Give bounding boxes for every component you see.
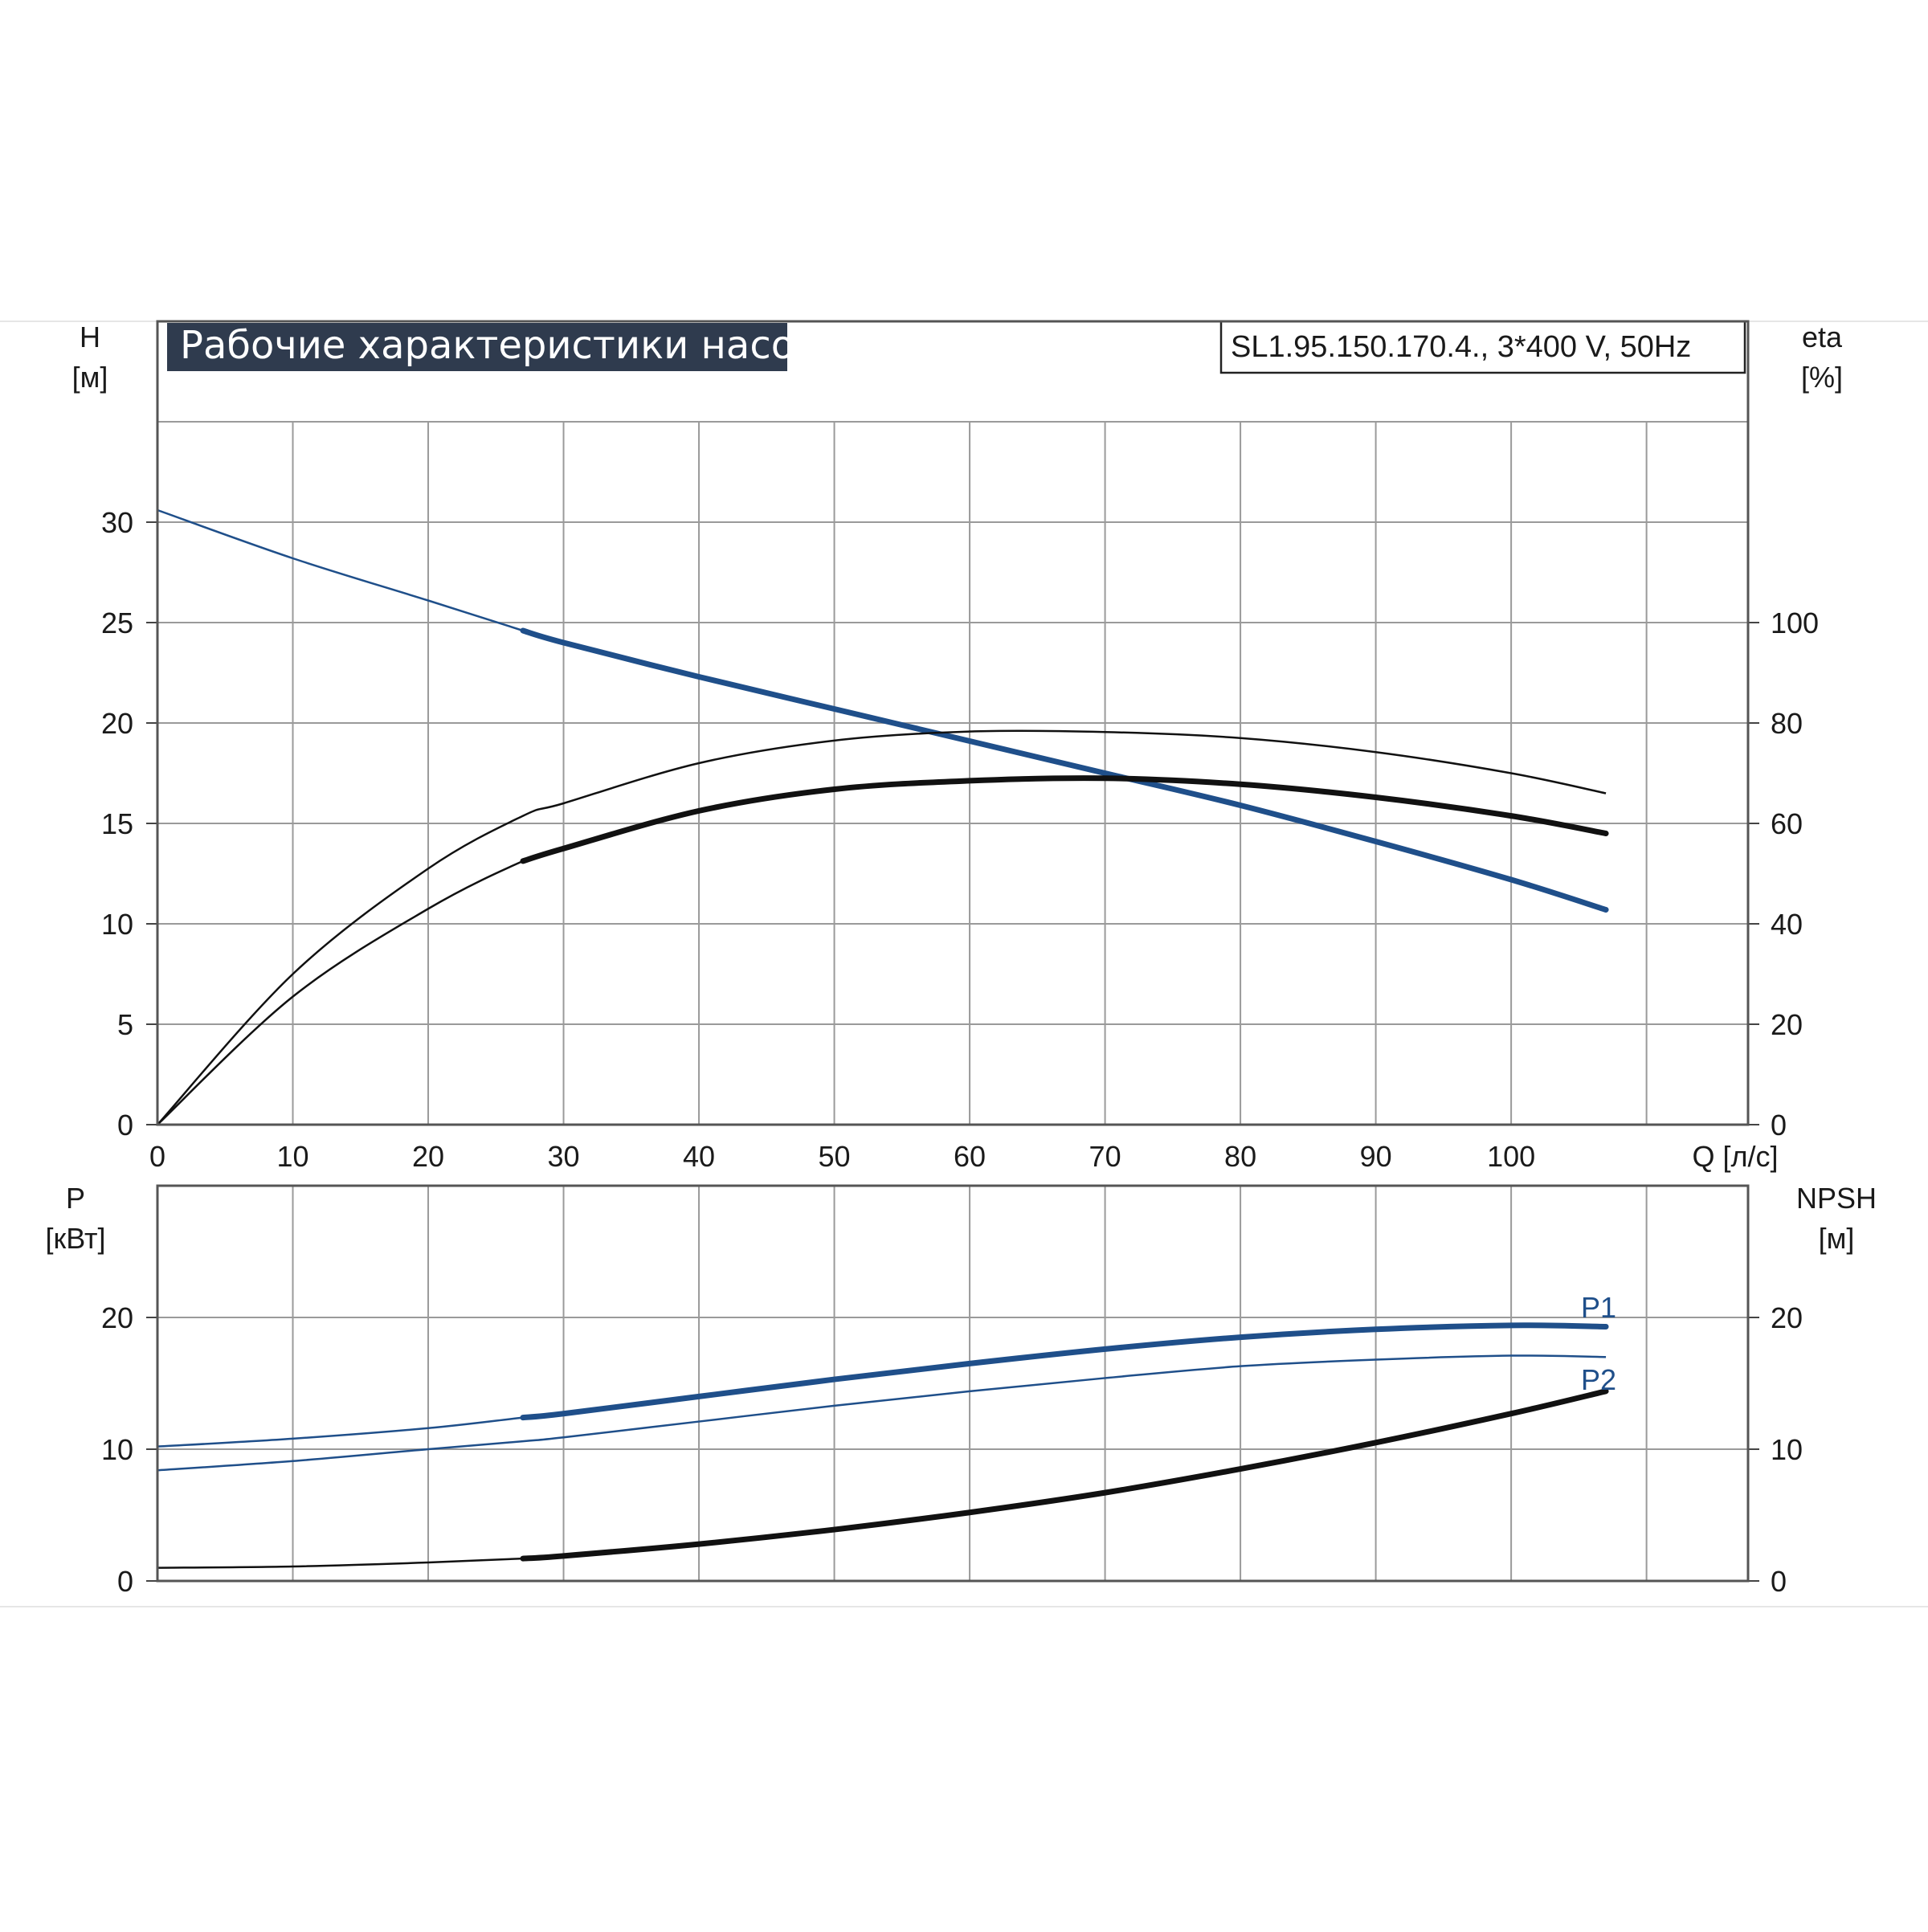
- y-left-tick-label: 15: [101, 807, 133, 840]
- y-right-tick-label: 80: [1771, 707, 1803, 740]
- y-right-tick-label: 10: [1771, 1433, 1803, 1466]
- bottom-plot-frame: [156, 1184, 1750, 1583]
- y-left-tick-label: 10: [101, 908, 133, 941]
- npsh-axis-unit: [м]: [1819, 1222, 1855, 1255]
- model-label: SL1.95.150.170.4., 3*400 V, 50Hz: [1231, 330, 1691, 364]
- y-right-tick-label: 20: [1771, 1008, 1803, 1041]
- curve-h: [157, 509, 1607, 911]
- y-left-tick-label: 10: [101, 1433, 133, 1466]
- chart-title: Рабочие характеристики насоса: [180, 323, 839, 368]
- eta-axis-label: eta: [1802, 321, 1843, 353]
- q-axis-label: Q [л/с]: [1692, 1140, 1778, 1173]
- x-tick-label: 100: [1487, 1140, 1535, 1173]
- x-tick-label: 30: [548, 1140, 580, 1173]
- top-plot-frame: [156, 320, 1750, 1126]
- p2-series-label: P2: [1581, 1363, 1616, 1396]
- y-right-tick-label: 20: [1771, 1301, 1803, 1334]
- title-box: [167, 323, 787, 371]
- curve-p2: [157, 1354, 1607, 1472]
- curves: [157, 509, 1609, 1569]
- y-left-tick-label: 20: [101, 707, 133, 740]
- y-left-tick-label: 5: [117, 1008, 133, 1041]
- p-axis-unit: [кВт]: [45, 1222, 105, 1255]
- x-tick-label: 60: [954, 1140, 986, 1173]
- bottom-grid: [157, 1186, 1748, 1581]
- curve-npsh: [157, 1390, 1607, 1569]
- y-right-tick-label: 60: [1771, 807, 1803, 840]
- top-grid: [157, 421, 1748, 1125]
- x-tick-label: 50: [819, 1140, 851, 1173]
- y-left-tick-label: 20: [101, 1301, 133, 1334]
- x-tick-label: 90: [1360, 1140, 1392, 1173]
- x-tick-label: 70: [1089, 1140, 1121, 1173]
- x-tick-label: 20: [412, 1140, 444, 1173]
- curve-p1-operating-range: [520, 1322, 1609, 1421]
- y-left-tick-label: 30: [101, 506, 133, 539]
- y-right-tick-label: 100: [1771, 607, 1819, 639]
- y-left-tick-label: 25: [101, 607, 133, 639]
- eta-axis-unit: [%]: [1801, 361, 1843, 394]
- y-left-tick-label: 0: [117, 1109, 133, 1142]
- x-tick-label: 0: [149, 1140, 165, 1173]
- x-tick-label: 10: [276, 1140, 308, 1173]
- y-right-tick-label: 40: [1771, 908, 1803, 941]
- p1-series-label: P1: [1581, 1291, 1616, 1324]
- curve-eta2-operating-range: [520, 775, 1609, 864]
- curve-p1: [157, 1324, 1607, 1448]
- h-axis-unit: [м]: [72, 361, 108, 394]
- curve-npsh-operating-range: [520, 1388, 1609, 1562]
- y-right-tick-label: 0: [1771, 1109, 1787, 1142]
- curve-eta1: [157, 729, 1607, 1125]
- y-left-tick-label: 0: [117, 1565, 133, 1598]
- x-tick-label: 40: [683, 1140, 715, 1173]
- tick-labels: 0 10 20 30 40 50 60 70 80 90 100051015202530020406…: [101, 506, 1819, 1598]
- npsh-axis-label: NPSH: [1796, 1182, 1877, 1215]
- curve-eta2: [157, 777, 1607, 1125]
- curve-h-operating-range: [520, 627, 1609, 913]
- y-right-tick-label: 0: [1771, 1565, 1787, 1598]
- h-axis-label: H: [80, 321, 100, 353]
- p-axis-label: P: [66, 1182, 85, 1215]
- x-tick-label: 80: [1224, 1140, 1256, 1173]
